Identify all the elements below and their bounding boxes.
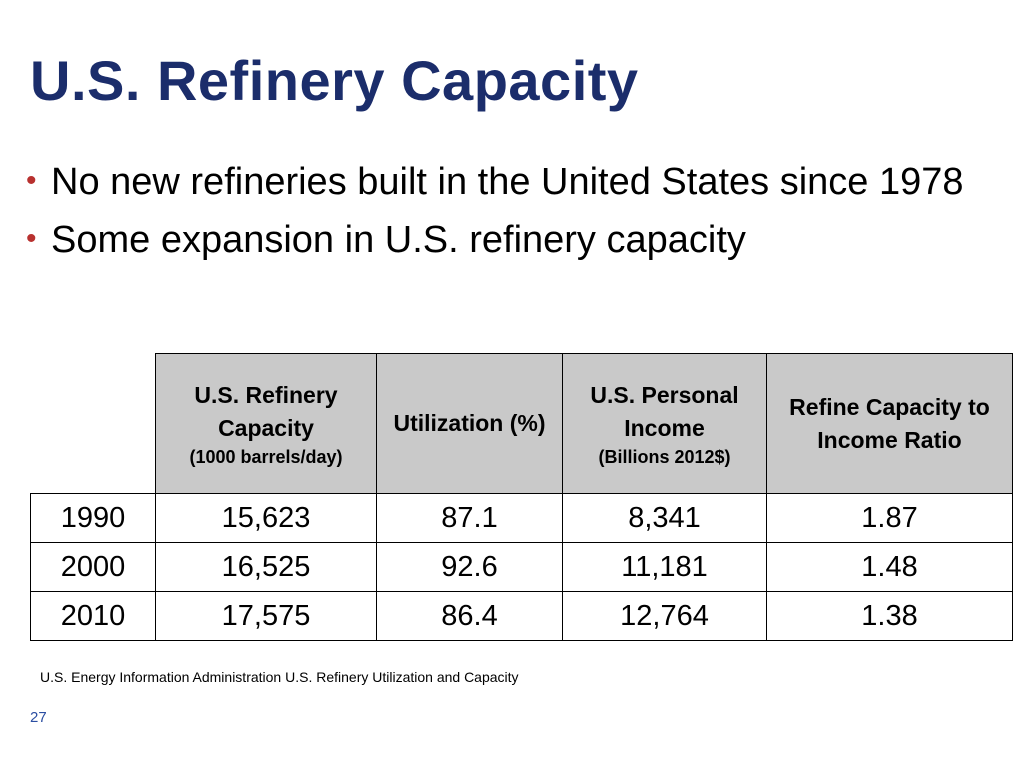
utilization-cell: 87.1 [376,493,563,543]
column-header-capacity: U.S. Refinery Capacity (1000 barrels/day… [155,353,377,494]
capacity-cell: 17,575 [155,591,377,641]
income-cell: 8,341 [562,493,767,543]
year-cell: 2010 [30,591,156,641]
column-header-sublabel: (Billions 2012$) [598,446,731,467]
table-row: 2010 17,575 86.4 12,764 1.38 [30,591,1013,641]
income-cell: 11,181 [562,542,767,592]
slide-title: U.S. Refinery Capacity [30,49,639,112]
year-cell: 1990 [30,493,156,543]
ratio-cell: 1.48 [766,542,1013,592]
ratio-cell: 1.38 [766,591,1013,641]
income-cell: 12,764 [562,591,767,641]
bullet-text: Some expansion in U.S. refinery capacity [51,219,746,261]
bullet-item: • Some expansion in U.S. refinery capaci… [24,216,984,264]
capacity-cell: 16,525 [155,542,377,592]
column-header-label: Utilization (%) [393,410,546,436]
bullet-marker-icon: • [26,164,37,197]
capacity-cell: 15,623 [155,493,377,543]
column-header-label: U.S. Personal Income [590,381,739,441]
column-header-label: Refine Capacity to Income Ratio [789,393,990,453]
table-row: 2000 16,525 92.6 11,181 1.48 [30,542,1013,592]
bullet-text: No new refineries built in the United St… [51,161,964,203]
utilization-cell: 92.6 [376,542,563,592]
column-header-income: U.S. Personal Income (Billions 2012$) [562,353,767,494]
bullet-item: • No new refineries built in the United … [24,158,984,206]
page-number: 27 [30,709,47,726]
column-header-sublabel: (1000 barrels/day) [189,446,343,467]
refinery-data-table: U.S. Refinery Capacity (1000 barrels/day… [30,353,1013,641]
source-note: U.S. Energy Information Administration U… [40,669,519,685]
column-header-label: U.S. Refinery Capacity [194,381,338,441]
column-header-utilization: Utilization (%) [376,353,563,494]
ratio-cell: 1.87 [766,493,1013,543]
utilization-cell: 86.4 [376,591,563,641]
bullet-list: • No new refineries built in the United … [24,158,984,274]
table-row: 1990 15,623 87.1 8,341 1.87 [30,493,1013,543]
table-corner-cell [30,353,156,494]
year-cell: 2000 [30,542,156,592]
bullet-marker-icon: • [26,222,37,255]
column-header-ratio: Refine Capacity to Income Ratio [766,353,1013,494]
table-header-row: U.S. Refinery Capacity (1000 barrels/day… [30,353,1013,494]
